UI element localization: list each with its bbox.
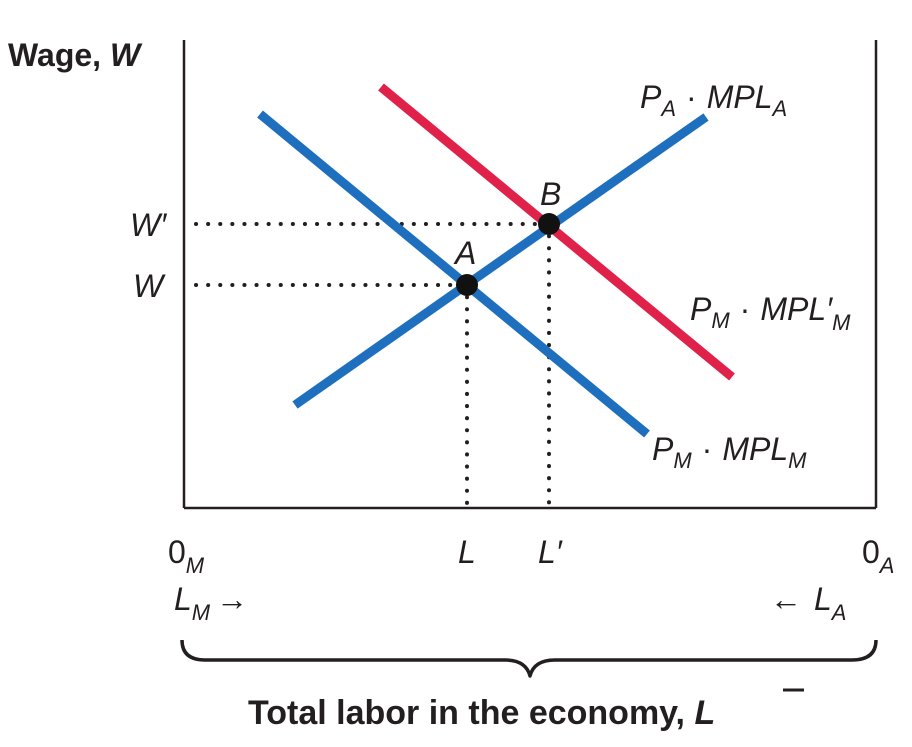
curve-mpl-a xyxy=(292,113,709,409)
origin-agriculture: 0A xyxy=(862,534,894,578)
label-mpl-a: PA · MPLA xyxy=(640,79,787,121)
label-mpl-m-prime: PM · MPL′M xyxy=(690,291,851,335)
curve-mpl-m xyxy=(257,110,650,438)
y-axis-label: Wage, W xyxy=(8,37,143,73)
point-b-dot xyxy=(538,213,560,235)
tick-l-prime: L′ xyxy=(538,534,563,570)
tick-w: W xyxy=(133,268,166,304)
flow-manufacturing: LM → xyxy=(174,581,248,625)
x-axis-caption: Total labor in the economy, L xyxy=(248,694,715,732)
origin-manufacturing: 0M xyxy=(168,534,205,578)
tick-l: L xyxy=(458,534,476,570)
point-a-dot xyxy=(456,274,478,296)
label-mpl-m: PM · MPLM xyxy=(652,431,807,473)
point-b-label: B xyxy=(540,176,561,212)
point-a-label: A xyxy=(453,235,476,271)
flow-agriculture: ← LA xyxy=(770,581,846,625)
tick-w-prime: W′ xyxy=(130,207,167,243)
total-labor-brace xyxy=(180,639,878,678)
guide-lines xyxy=(194,222,551,507)
